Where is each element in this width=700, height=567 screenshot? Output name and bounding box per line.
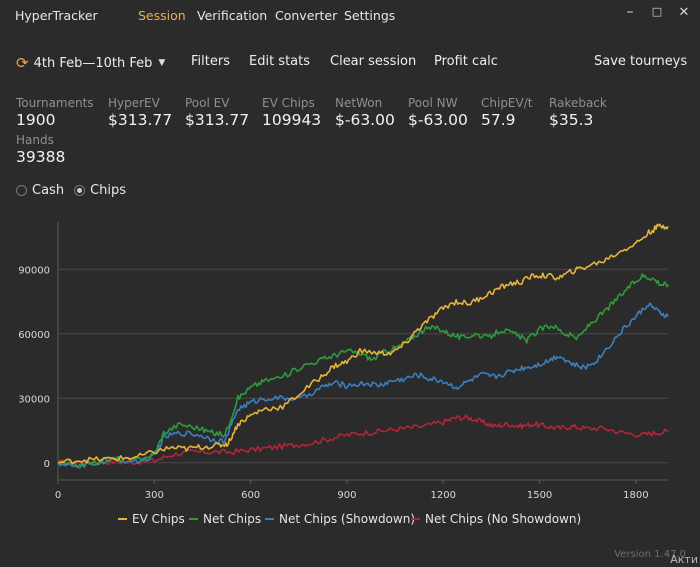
menu-settings[interactable]: Settings (344, 8, 396, 23)
save-tourneys-button[interactable]: Save tourneys (594, 54, 688, 69)
stat-rakeback: Rakeback $35.3 (549, 96, 607, 129)
x-tick-label: 900 (337, 490, 356, 501)
stat-label: Pool NW (408, 96, 458, 110)
series-line-net-chips-no-showdown (57, 414, 669, 466)
stat-value: $-63.00 (408, 111, 468, 129)
y-tick-label: 90000 (18, 265, 50, 276)
x-tick-label: 300 (145, 490, 164, 501)
stat-value: $35.3 (549, 111, 594, 129)
x-tick-label: 1200 (431, 490, 456, 501)
mode-radio-group: Cash Chips (16, 183, 136, 198)
chart-legend: EV Chips Net Chips Net Chips (Showdown) … (0, 512, 700, 530)
stat-pool-nw: Pool NW $-63.00 (408, 96, 468, 129)
legend-net-chips-no-showdown[interactable]: Net Chips (No Showdown) (411, 512, 581, 526)
stat-value: $313.77 (108, 111, 173, 129)
x-tick-label: 1800 (623, 490, 648, 501)
radio-unchecked-icon[interactable] (16, 185, 27, 196)
y-tick-label: 60000 (18, 330, 50, 341)
radio-checked-icon[interactable] (74, 185, 86, 196)
stat-hyperev: HyperEV $313.77 (108, 96, 172, 129)
stat-value: $313.77 (185, 111, 250, 129)
stat-label: Tournaments (16, 96, 94, 110)
maximize-icon[interactable]: □ (651, 5, 663, 18)
stat-value: 109943 (262, 111, 322, 129)
stat-ev-chips: EV Chips 109943 (262, 96, 321, 129)
filters-button[interactable]: Filters (191, 54, 230, 69)
stat-label: Pool EV (185, 96, 230, 110)
profit-calc-button[interactable]: Profit calc (434, 54, 498, 69)
app-title: HyperTracker (15, 8, 98, 23)
refresh-icon[interactable]: ⟳ (16, 54, 29, 72)
legend-label: Net Chips (No Showdown) (425, 512, 582, 526)
x-tick-label: 0 (55, 490, 61, 501)
y-tick-label: 30000 (18, 394, 50, 405)
stat-value: 57.9 (481, 111, 516, 129)
title-bar: HyperTracker Session Verification Conver… (0, 0, 700, 32)
date-range-selector[interactable]: ⟳ 4th Feb—10th Feb ▼ (16, 54, 165, 72)
x-tick-label: 1500 (527, 490, 552, 501)
x-tick-label: 600 (241, 490, 260, 501)
clear-session-button[interactable]: Clear session (330, 54, 417, 69)
cash-radio-label: Cash (32, 183, 65, 198)
stat-value: 1900 (16, 111, 56, 129)
stat-netwon: NetWon $-63.00 (335, 96, 395, 129)
legend-label: Net Chips (203, 512, 262, 526)
edit-stats-button[interactable]: Edit stats (249, 54, 311, 69)
chips-radio[interactable]: Chips (74, 183, 126, 198)
stat-label: Rakeback (549, 96, 607, 110)
stat-value: 39388 (16, 148, 66, 166)
stat-label: ChipEV/t (481, 96, 533, 110)
stat-label: HyperEV (108, 96, 160, 110)
stat-label: Hands (16, 133, 54, 147)
legend-ev-chips[interactable]: EV Chips (118, 512, 185, 526)
legend-swatch (411, 518, 420, 520)
legend-swatch (265, 518, 274, 520)
stat-label: NetWon (335, 96, 383, 110)
close-icon[interactable]: ✕ (678, 5, 690, 20)
legend-swatch (118, 518, 127, 520)
series-line-net-chips (57, 273, 669, 469)
os-activation-overlay: Акти (670, 553, 698, 566)
stat-label: EV Chips (262, 96, 315, 110)
legend-label: EV Chips (132, 512, 185, 526)
legend-net-chips-showdown[interactable]: Net Chips (Showdown) (265, 512, 415, 526)
legend-label: Net Chips (Showdown) (279, 512, 416, 526)
version-label: Version 1.47.0 (614, 549, 686, 560)
session-toolbar: ⟳ 4th Feb—10th Feb ▼ Filters Edit stats … (0, 48, 700, 76)
menu-verification[interactable]: Verification (197, 8, 268, 23)
y-tick-label: 0 (44, 459, 50, 470)
cash-radio[interactable]: Cash (16, 183, 64, 198)
legend-swatch (189, 518, 198, 520)
date-range-label: 4th Feb—10th Feb (33, 55, 153, 71)
minimize-icon[interactable]: – (626, 4, 634, 20)
chevron-down-icon: ▼ (158, 58, 166, 68)
series-line-net-chips-showdown (57, 302, 669, 469)
series-line-ev-chips (57, 223, 669, 465)
stat-value: $-63.00 (335, 111, 395, 129)
chips-radio-label: Chips (90, 183, 127, 198)
stat-tournaments: Tournaments 1900 (16, 96, 94, 129)
menu-session[interactable]: Session (138, 8, 186, 23)
stat-pool-ev: Pool EV $313.77 (185, 96, 249, 129)
legend-net-chips[interactable]: Net Chips (189, 512, 261, 526)
stat-hands: Hands 39388 (16, 133, 65, 166)
menu-converter[interactable]: Converter (275, 8, 338, 23)
stat-chipev-per-t: ChipEV/t 57.9 (481, 96, 532, 129)
